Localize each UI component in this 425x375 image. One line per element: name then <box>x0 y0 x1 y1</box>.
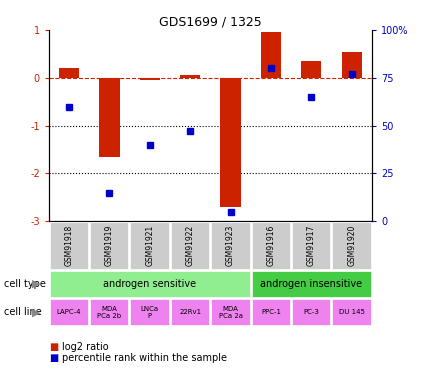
Text: ■: ■ <box>49 353 58 363</box>
Bar <box>221 78 241 207</box>
Bar <box>342 51 362 78</box>
Text: GSM91919: GSM91919 <box>105 225 114 266</box>
Bar <box>140 78 160 80</box>
FancyBboxPatch shape <box>90 299 128 326</box>
FancyBboxPatch shape <box>252 222 290 269</box>
Text: cell type: cell type <box>4 279 46 289</box>
Text: DU 145: DU 145 <box>339 309 365 315</box>
FancyBboxPatch shape <box>50 222 88 269</box>
FancyBboxPatch shape <box>332 222 371 269</box>
FancyBboxPatch shape <box>50 299 88 326</box>
FancyBboxPatch shape <box>211 222 249 269</box>
Text: LNCa
P: LNCa P <box>141 306 159 319</box>
FancyBboxPatch shape <box>292 299 330 326</box>
Text: log2 ratio: log2 ratio <box>62 342 108 352</box>
Text: GSM91923: GSM91923 <box>226 225 235 266</box>
Text: GSM91920: GSM91920 <box>347 225 356 266</box>
Text: cell line: cell line <box>4 307 42 317</box>
FancyBboxPatch shape <box>130 299 169 326</box>
Text: ■: ■ <box>49 342 58 352</box>
FancyBboxPatch shape <box>211 299 249 326</box>
Text: GSM91917: GSM91917 <box>307 225 316 266</box>
Bar <box>59 68 79 78</box>
Text: GSM91922: GSM91922 <box>186 225 195 266</box>
FancyBboxPatch shape <box>252 272 371 297</box>
Text: LAPC-4: LAPC-4 <box>57 309 81 315</box>
Text: PC-3: PC-3 <box>303 309 319 315</box>
Text: GSM91918: GSM91918 <box>65 225 74 266</box>
FancyBboxPatch shape <box>332 299 371 326</box>
Text: GSM91916: GSM91916 <box>266 225 275 266</box>
FancyBboxPatch shape <box>292 222 330 269</box>
FancyBboxPatch shape <box>252 299 290 326</box>
FancyBboxPatch shape <box>90 222 128 269</box>
FancyBboxPatch shape <box>171 299 209 326</box>
Text: GSM91921: GSM91921 <box>145 225 154 266</box>
Bar <box>301 61 321 78</box>
FancyBboxPatch shape <box>50 272 250 297</box>
Text: androgen insensitive: androgen insensitive <box>260 279 363 289</box>
FancyBboxPatch shape <box>130 222 169 269</box>
Title: GDS1699 / 1325: GDS1699 / 1325 <box>159 16 262 29</box>
Bar <box>99 78 119 157</box>
Text: ▶: ▶ <box>32 279 41 289</box>
Text: androgen sensitive: androgen sensitive <box>103 279 196 289</box>
Text: PPC-1: PPC-1 <box>261 309 281 315</box>
Bar <box>180 75 200 78</box>
Text: percentile rank within the sample: percentile rank within the sample <box>62 353 227 363</box>
Bar <box>261 32 281 78</box>
FancyBboxPatch shape <box>171 222 209 269</box>
Text: ▶: ▶ <box>32 307 41 317</box>
Text: MDA
PCa 2b: MDA PCa 2b <box>97 306 122 319</box>
Text: MDA
PCa 2a: MDA PCa 2a <box>218 306 243 319</box>
Text: 22Rv1: 22Rv1 <box>179 309 201 315</box>
